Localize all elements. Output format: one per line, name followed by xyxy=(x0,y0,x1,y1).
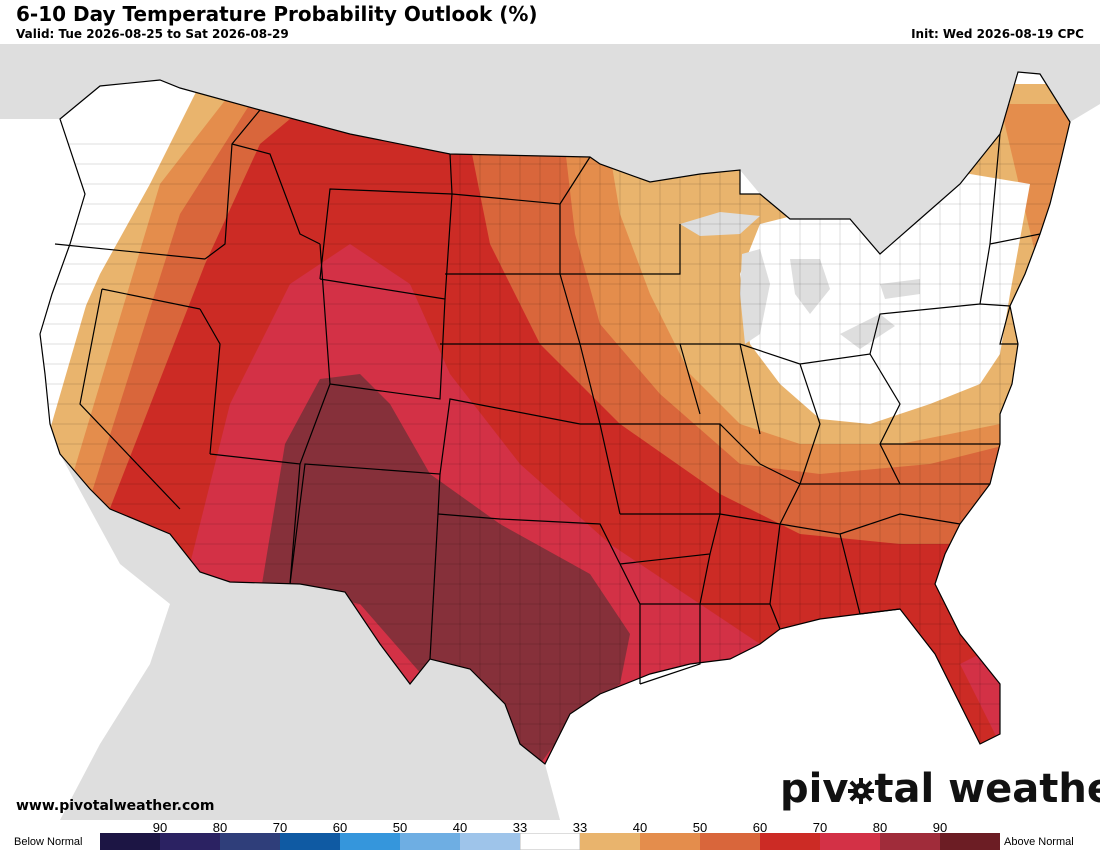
legend-tick-label: 90 xyxy=(932,820,948,835)
legend-tick-label: 90 xyxy=(152,820,168,835)
county-lines xyxy=(40,72,1070,764)
map-title: 6-10 Day Temperature Probability Outlook… xyxy=(16,2,538,26)
legend-tick-label: 50 xyxy=(392,820,408,835)
map-canvas xyxy=(0,44,1100,820)
legend-swatch xyxy=(760,833,820,850)
legend-swatch xyxy=(400,833,460,850)
below-normal-label: Below Normal xyxy=(14,836,83,848)
website-url[interactable]: www.pivotalweather.com xyxy=(16,798,215,814)
legend-tick-label: 70 xyxy=(272,820,288,835)
state-borders xyxy=(39,71,1071,765)
lake-michigan xyxy=(740,249,770,344)
legend-tick-label: 40 xyxy=(452,820,468,835)
legend-tick-label: 50 xyxy=(692,820,708,835)
outlook-map[interactable] xyxy=(0,44,1100,820)
legend-swatch xyxy=(280,833,340,850)
legend-swatch xyxy=(520,833,580,850)
legend-swatch xyxy=(340,833,400,850)
lake-huron xyxy=(790,259,830,314)
pivotal-weather-logo: piv tal weather xyxy=(780,766,1100,812)
legend-swatch xyxy=(460,833,520,850)
canada-landmass xyxy=(0,44,1100,254)
legend-tick-label: 33 xyxy=(512,820,528,835)
valid-period: Valid: Tue 2026-08-25 to Sat 2026-08-29 xyxy=(16,27,289,41)
legend-swatch xyxy=(580,833,640,850)
legend-swatch xyxy=(160,833,220,850)
contour-33-west xyxy=(40,84,200,364)
gear-icon xyxy=(848,768,875,804)
legend-swatch xyxy=(940,833,1000,850)
lake-ontario xyxy=(880,279,920,299)
brand-right: tal weather xyxy=(874,766,1100,812)
legend-swatch xyxy=(220,833,280,850)
legend-swatch xyxy=(820,833,880,850)
header: 6-10 Day Temperature Probability Outlook… xyxy=(0,0,1100,44)
legend-tick-label: 80 xyxy=(212,820,228,835)
brand-left: piv xyxy=(780,766,849,812)
color-legend: Below Normal 90 80 70 60 50 40 33 33 40 50 60 70 80 9… xyxy=(0,820,1100,850)
lake-erie xyxy=(840,314,895,349)
legend-tick-label: 60 xyxy=(332,820,348,835)
legend-tick-label: 60 xyxy=(752,820,768,835)
lake-superior xyxy=(680,212,760,236)
contour-90 xyxy=(262,374,630,764)
gulf-water xyxy=(560,684,1100,820)
init-time: Init: Wed 2026-08-19 CPC xyxy=(911,27,1084,41)
legend-tick-label: 70 xyxy=(812,820,828,835)
contour-50-northeast xyxy=(1000,104,1070,274)
legend-swatch xyxy=(100,833,160,850)
legend-tick-label: 40 xyxy=(632,820,648,835)
legend-swatch xyxy=(700,833,760,850)
legend-swatch xyxy=(640,833,700,850)
legend-tick-label: 33 xyxy=(572,820,588,835)
mexico-landmass xyxy=(60,454,560,820)
legend-swatch xyxy=(880,833,940,850)
above-normal-label: Above Normal xyxy=(1004,836,1074,848)
legend-tick-label: 80 xyxy=(872,820,888,835)
